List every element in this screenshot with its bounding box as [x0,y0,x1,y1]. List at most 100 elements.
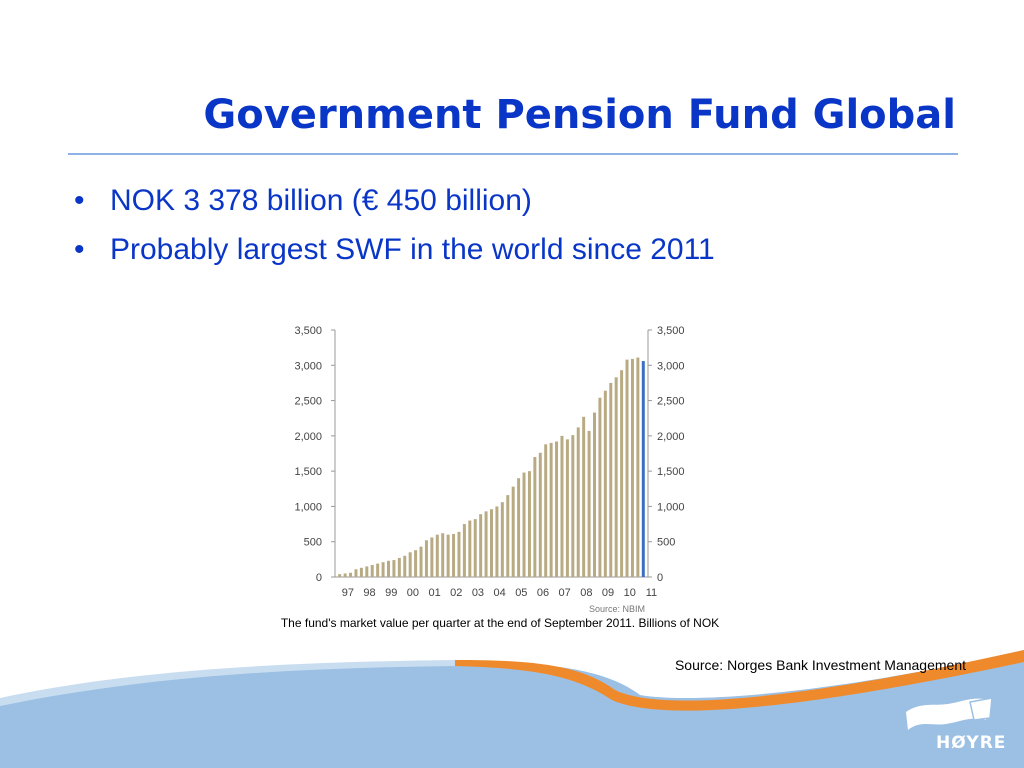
bar [560,435,564,577]
x-tick-label: 07 [559,587,571,599]
bar [370,565,374,577]
bar [636,357,640,577]
y-tick-label-left: 1,500 [294,466,322,478]
bar [571,435,575,577]
bar [620,370,624,577]
bar [625,359,629,577]
bar [603,390,607,577]
y-tick-label-right: 1,000 [657,501,685,513]
y-tick-label-right: 3,000 [657,360,685,372]
x-tick-label: 01 [428,587,440,599]
wave-light-stripe [0,660,455,706]
y-tick-label-left: 2,000 [294,431,322,443]
bar [424,540,428,577]
bar [587,430,591,577]
chart-caption: The fund's market value per quarter at t… [280,616,720,630]
chart-source-note: Source: NBIM [589,604,645,614]
source-note: Source: Norges Bank Investment Managemen… [674,657,966,673]
x-tick-label: 98 [363,587,375,599]
bar [549,442,553,577]
bullet-dot-icon: • [74,233,85,266]
y-tick-label-right: 3,500 [657,325,685,337]
bar [414,550,418,577]
y-tick-label-right: 500 [657,537,675,549]
bar [408,552,412,577]
bar [517,478,521,577]
x-tick-label: 06 [537,587,549,599]
bullet-dot-icon: • [74,184,85,217]
y-tick-label-left: 3,500 [294,325,322,337]
bar [576,427,580,577]
bar [457,531,461,577]
y-tick-label-left: 0 [316,572,322,584]
bar [609,382,613,577]
bar [435,534,439,577]
bar [555,441,559,577]
bullet-item: • Probably largest SWF in the world since… [70,235,715,265]
bar [446,534,450,577]
bar [387,560,390,577]
bar [365,566,369,577]
bar [468,520,472,577]
bar [500,502,504,577]
y-tick-label-right: 0 [657,572,663,584]
bar [381,562,385,577]
bullet-list: • NOK 3 378 billion (€ 450 billion) • Prob… [70,186,715,284]
y-tick-label-left: 3,000 [294,360,322,372]
slide-title: Government Pension Fund Global [203,92,956,138]
logo-wordmark: HØYRE [936,733,1007,753]
y-tick-label-right: 2,000 [657,431,685,443]
bar [495,506,499,577]
x-tick-label: 00 [407,587,419,599]
x-tick-label: 05 [515,587,527,599]
y-tick-label-right: 1,500 [657,466,685,478]
bullet-text: NOK 3 378 billion (€ 450 billion) [110,184,532,217]
bar [354,569,358,577]
wave-orange-stripe [455,650,1024,711]
x-tick-label: 02 [450,587,462,599]
bar [630,358,634,577]
bar [565,439,569,577]
bar [527,471,531,577]
bar [343,573,347,577]
bar [462,524,466,577]
bar [376,563,380,577]
bar [484,511,488,577]
x-tick-label: 10 [624,587,636,599]
bar [392,560,396,577]
y-tick-label-left: 500 [304,537,322,549]
fund-value-chart: 0 0 500 500 1,000 1,000 1,500 1,500 2,000 2,000 2,… [278,316,698,618]
bar [479,514,483,577]
x-tick-label: 08 [580,587,592,599]
bar [338,574,342,577]
bar [614,377,618,577]
bar [533,457,537,577]
x-tick-label: 04 [494,587,506,599]
bar [582,416,586,577]
bar [544,444,548,577]
y-tick-label-left: 1,000 [294,501,322,513]
bar [473,519,477,577]
bar [522,472,526,577]
bar [359,567,363,577]
hoyre-logo-icon [906,697,993,730]
x-tick-label: 09 [602,587,614,599]
bar [430,537,434,577]
bar [593,412,596,577]
bar [506,495,510,577]
bar [349,572,353,577]
bar [511,486,515,577]
y-tick-label-left: 2,500 [294,396,322,408]
y-tick-label-right: 2,500 [657,396,685,408]
bar [441,533,445,577]
bar [403,555,407,577]
bar [598,397,602,577]
bullet-item: • NOK 3 378 billion (€ 450 billion) [70,186,715,216]
wave-blue-shape [0,650,1024,768]
x-tick-label: 11 [646,587,657,599]
bar [452,533,456,577]
x-tick-label: 99 [385,587,397,599]
bar [641,361,645,577]
